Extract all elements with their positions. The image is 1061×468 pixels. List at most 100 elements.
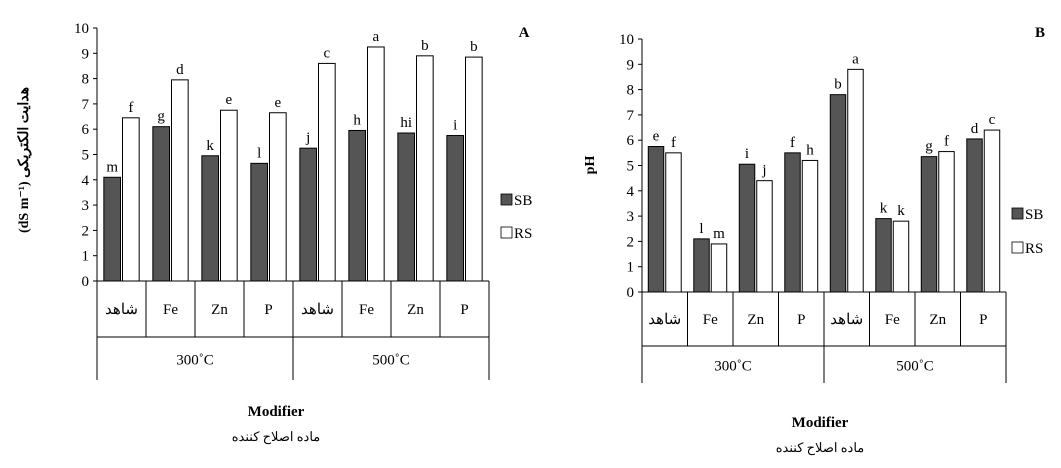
significance-letter-rs: f	[671, 135, 676, 151]
y-tick-label: 9	[82, 46, 90, 62]
x-category-label: Zn	[929, 312, 946, 328]
panel-a-y-tick-labels: 0 1 2 3 4 5 6 7 8 9 10	[74, 21, 90, 290]
significance-letter-rs: f	[944, 134, 949, 150]
significance-letter-sb: l	[257, 145, 261, 161]
bar-rs	[710, 243, 728, 293]
panel-a-label: A	[519, 25, 530, 41]
y-tick-label: 9	[627, 57, 635, 73]
panel-b-y-tick-labels: 0 1 2 3 4 5 6 7 8 9 10	[619, 32, 635, 301]
legend-swatch-sb	[1011, 207, 1024, 220]
y-tick-label: 8	[82, 72, 90, 88]
panel-a-bars	[103, 46, 483, 282]
panel-b-x-axis-title: Modifier	[792, 415, 849, 431]
bar-sb	[693, 238, 710, 293]
y-tick-label: 10	[619, 32, 634, 48]
panel-b-significance-letters: e l i f b k g d f m j h a k f c	[653, 51, 996, 242]
significance-letter-sb: e	[653, 129, 660, 145]
x-category-label: شاهد	[648, 312, 681, 328]
x-category-label: Fe	[703, 312, 718, 328]
panel-a-chart: m g k l j h hi i f d e e c a b b 0 1 2 3 4 5 6 7 8 9 10 شاهد Fe Zn P…	[16, 21, 532, 445]
y-tick-label: 8	[627, 83, 635, 99]
bar-rs	[122, 117, 140, 282]
bar-rs	[756, 180, 773, 293]
x-category-label: Fe	[359, 302, 374, 318]
panel-b-x-axis-subtitle: ماده اصلاح کننده	[776, 440, 865, 456]
bar-sb	[348, 129, 366, 282]
y-tick-label: 2	[82, 223, 90, 239]
bar-sb	[446, 135, 464, 282]
y-tick-label: 5	[627, 159, 635, 175]
significance-letter-sb: f	[790, 135, 795, 151]
bar-rs	[665, 152, 682, 293]
y-tick-label: 7	[627, 108, 635, 124]
bar-sb	[201, 155, 219, 282]
y-tick-label: 10	[74, 21, 89, 37]
bar-sb	[966, 138, 983, 293]
significance-letter-rs: m	[713, 226, 725, 242]
panel-b-legend: SB RS	[1011, 207, 1043, 257]
x-category-label: P	[264, 302, 272, 318]
bar-rs	[847, 68, 864, 293]
x-category-label: Fe	[163, 302, 178, 318]
x-category-label: Zn	[747, 312, 764, 328]
legend-label-sb: SB	[1025, 207, 1043, 223]
bar-rs	[465, 56, 483, 282]
panel-b-group-labels: 300˚C 500˚C	[714, 359, 934, 375]
significance-letter-sb: k	[206, 138, 214, 154]
y-tick-label: 1	[627, 260, 635, 276]
legend-label-rs: RS	[1025, 241, 1043, 257]
significance-letter-sb: j	[305, 130, 310, 146]
panel-a-category-labels: شاهد Fe Zn P شاهد Fe Zn P	[105, 302, 469, 318]
x-category-label: شاهد	[830, 312, 863, 328]
significance-letter-sb: k	[880, 201, 888, 217]
bar-sb	[920, 156, 938, 293]
y-tick-label: 6	[82, 122, 90, 138]
bar-rs	[171, 79, 189, 282]
bar-sb	[829, 94, 847, 293]
x-group-label: 300˚C	[714, 359, 752, 375]
legend-swatch-sb	[500, 193, 513, 206]
significance-letter-rs: d	[176, 62, 184, 78]
y-tick-label: 3	[627, 209, 635, 225]
significance-letter-rs: k	[897, 203, 905, 219]
significance-letter-rs: a	[852, 51, 859, 67]
bar-rs	[220, 109, 238, 282]
x-group-label: 500˚C	[896, 359, 934, 375]
panel-b-y-axis-title: pH	[583, 156, 598, 175]
y-tick-label: 4	[82, 173, 90, 189]
x-category-label: شاهد	[301, 302, 334, 318]
significance-letter-rs: f	[128, 100, 133, 116]
bar-sb	[250, 162, 268, 282]
significance-letter-sb: hi	[400, 115, 412, 131]
y-tick-label: 0	[82, 274, 90, 290]
significance-letter-rs: h	[806, 142, 814, 158]
significance-letter-sb: m	[106, 159, 118, 175]
significance-letter-rs: e	[225, 92, 232, 108]
x-category-label: P	[460, 302, 468, 318]
bar-rs	[938, 151, 955, 293]
bar-sb	[103, 176, 121, 282]
significance-letter-sb: b	[834, 77, 842, 93]
x-category-label: Fe	[885, 312, 900, 328]
panel-a-legend: SB RS	[500, 193, 532, 242]
bar-rs	[983, 129, 1001, 293]
bar-rs	[269, 112, 287, 282]
significance-letter-rs: c	[989, 112, 996, 128]
bar-sb	[647, 146, 665, 293]
y-tick-label: 3	[82, 198, 90, 214]
significance-letter-rs: a	[372, 29, 379, 45]
significance-letter-rs: e	[274, 95, 281, 111]
panel-a-y-axis-title: (dS m⁻¹) هدایت الکتریکی	[16, 87, 32, 233]
bar-sb	[397, 132, 415, 282]
bar-sb	[299, 147, 317, 282]
panel-a-significance-letters: m g k l j h hi i f d e e c a b b	[106, 29, 477, 175]
y-tick-label: 6	[627, 133, 635, 149]
bar-sb	[738, 163, 756, 293]
legend-label-sb: SB	[514, 193, 532, 209]
y-tick-label: 2	[627, 234, 635, 250]
x-group-label: 500˚C	[372, 353, 410, 369]
y-tick-label: 0	[627, 285, 635, 301]
significance-letter-rs: b	[470, 39, 478, 55]
